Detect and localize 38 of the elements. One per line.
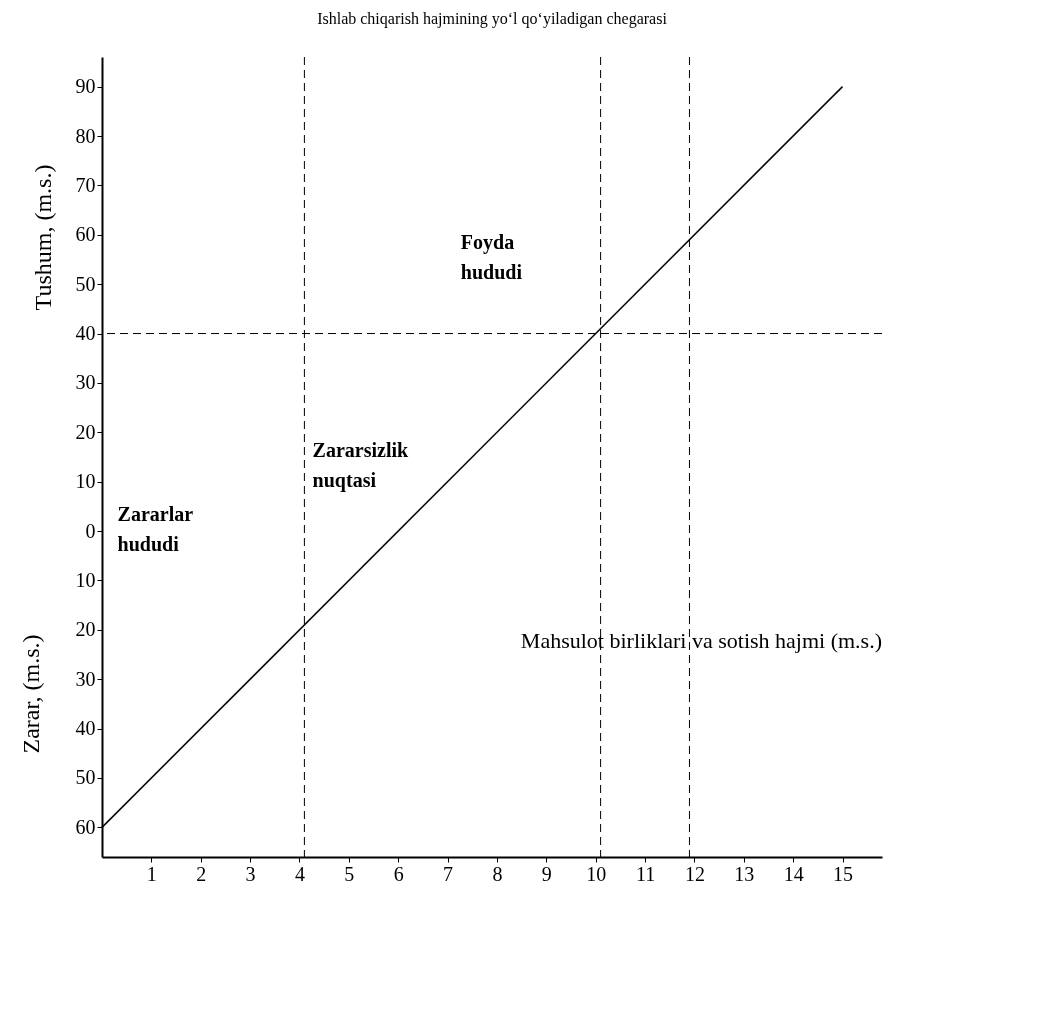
x-tick-label: 7 [443, 862, 454, 885]
x-tick-label: 14 [783, 862, 804, 885]
y-tick-label: 10 [75, 470, 96, 493]
y-tick-label: 0 [85, 519, 96, 542]
y-tick-label: 10 [75, 568, 96, 591]
y-tick-label: 30 [75, 371, 96, 394]
x-tick-label: 4 [294, 862, 305, 885]
x-tick-label: 2 [196, 862, 207, 885]
x-tick-label: 8 [492, 862, 503, 885]
y-tick-label: 90 [75, 75, 96, 98]
x-tick-label: 9 [541, 862, 552, 885]
annotation: Zararlar hududi [117, 503, 194, 555]
y-tick-label: 60 [75, 223, 96, 246]
x-tick-label: 1 [146, 862, 157, 885]
y-tick-label: 30 [75, 667, 96, 690]
text: Zarar, (m.s.) [18, 634, 44, 754]
x-tick-label: 15 [833, 862, 854, 885]
y-tick-label: 80 [75, 124, 96, 147]
x-tick-label: 5 [344, 862, 355, 885]
x-tick-label: 13 [734, 862, 755, 885]
y-tick-label: 20 [75, 420, 96, 443]
chart-title: Ishlab chiqarish hajmining yo‘l qo‘yiladigan chegarasi [317, 9, 668, 28]
y-tick-label: 70 [75, 173, 96, 196]
annotation: Zararsizlik nuqtasi [312, 439, 410, 492]
y-tick-label: 60 [75, 815, 96, 838]
x-tick-label: 3 [245, 862, 256, 885]
y-tick-label: 50 [75, 766, 96, 789]
x-axis-title: Mahsulot birliklari va sotish hajmi (m.s.) [520, 628, 882, 654]
y-tick-label: 20 [75, 618, 96, 641]
y-tick-label: 40 [75, 322, 96, 345]
x-tick-label: 6 [393, 862, 404, 885]
annotation: Foyda hududi [460, 231, 523, 283]
x-tick-label: 10 [586, 862, 607, 885]
y-axis-title: Tushum, (m.s.) [29, 164, 56, 311]
y-tick-label: 40 [75, 717, 96, 740]
y-tick-label: 50 [75, 272, 96, 295]
x-tick-label: 12 [684, 862, 705, 885]
x-tick-label: 11 [635, 862, 656, 885]
